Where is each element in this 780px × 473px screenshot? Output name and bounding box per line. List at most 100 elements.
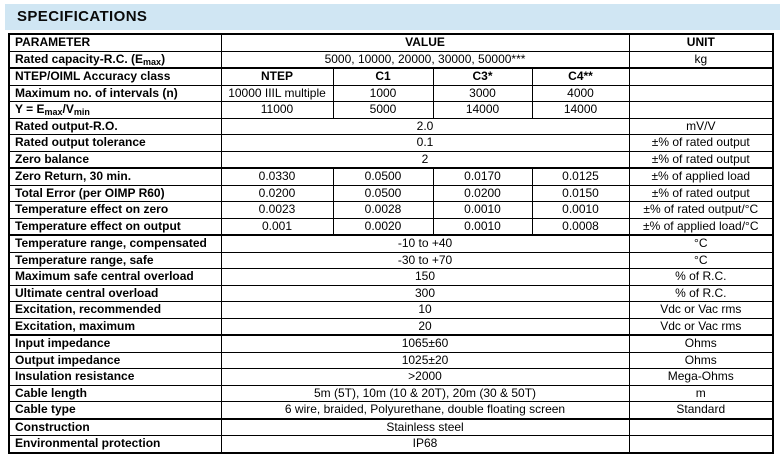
parameter-cell: Insulation resistance (8, 368, 222, 386)
table-header-row: PARAMETER VALUE UNIT (8, 33, 774, 52)
value-cell: 0.0500 (332, 167, 434, 186)
table-row: Maximum safe central overload 150% of R.C… (8, 268, 774, 286)
value-cell: 3000 (432, 84, 533, 102)
value-cell: 2 (220, 150, 630, 169)
value-cell: 2.0 (220, 117, 630, 135)
parameter-cell: Output impedance (8, 351, 222, 369)
value-cell: 1000 (332, 84, 434, 102)
value-cell: 20 (220, 317, 630, 336)
table-row: Environmental protection IP68 (8, 435, 774, 453)
parameter-cell: Temperature effect on zero (8, 201, 222, 219)
value-cell: NTEP (220, 67, 334, 86)
value-cell: C4** (531, 67, 630, 86)
parameter-cell: Zero balance (8, 150, 222, 169)
table-row: Excitation, recommended 10 Vdc or Vac rms (8, 301, 774, 319)
table-row: Zero Return, 30 min. 0.0330 0.0500 0.0170 0.… (8, 167, 774, 186)
value-cell: -10 to +40 (220, 234, 630, 253)
table-row: Temperature effect on zero 0.0023 0.0028 0.… (8, 201, 774, 219)
unit-cell: m (628, 384, 774, 402)
table-row: Insulation resistance >2000 Mega-Ohms (8, 368, 774, 386)
value-cell: 0.0500 (332, 184, 434, 202)
parameter-cell: Construction (8, 417, 222, 436)
unit-cell: % of R.C. (628, 268, 774, 286)
parameter-cell: Temperature effect on output (8, 217, 222, 236)
value-cell: 0.0150 (531, 184, 630, 202)
value-cell: 0.001 (220, 217, 334, 236)
value-cell: 300 (220, 284, 630, 302)
value-cell: 4000 (531, 84, 630, 102)
unit-cell: Standard (628, 401, 774, 419)
parameter-cell: Y = Emax/Vmin (8, 101, 222, 119)
column-header-value: VALUE (220, 33, 630, 52)
value-cell: >2000 (220, 368, 630, 386)
value-cell: -30 to +70 (220, 251, 630, 269)
unit-cell: Vdc or Vac rms (628, 301, 774, 319)
table-row: Y = Emax/Vmin 11000 5000 14000 14000 (8, 101, 774, 119)
parameter-cell: Excitation, maximum (8, 317, 222, 336)
table-row: Total Error (per OIMP R60) 0.0200 0.0500 0.… (8, 184, 774, 202)
table-row: Cable length 5m (5T), 10m (10 & 20T), 20m… (8, 384, 774, 402)
value-cell: 1065±60 (220, 334, 630, 353)
parameter-cell: Excitation, recommended (8, 301, 222, 319)
unit-cell: Ohms (628, 334, 774, 353)
value-cell: 0.0330 (220, 167, 334, 186)
unit-cell (628, 67, 774, 86)
table-row: Ultimate central overload 300% of R.C. (8, 284, 774, 302)
parameter-cell: Rated output-R.O. (8, 117, 222, 135)
value-cell: 0.0023 (220, 201, 334, 219)
table-row: Zero balance 2 ±% of rated output (8, 150, 774, 169)
value-cell: 0.0125 (531, 167, 630, 186)
parameter-cell: NTEP/OIML Accuracy class (8, 67, 222, 86)
unit-cell (628, 435, 774, 453)
table-row: Rated capacity-R.C. (Emax) 5000, 10000, 2… (8, 50, 774, 69)
unit-cell: ±% of rated output (628, 134, 774, 152)
value-cell: 11000 (220, 101, 334, 119)
parameter-cell: Temperature range, compensated (8, 234, 222, 253)
value-cell: Stainless steel (220, 417, 630, 436)
value-cell: 150 (220, 268, 630, 286)
value-cell: 0.0200 (432, 184, 533, 202)
value-cell: 0.0010 (432, 201, 533, 219)
unit-cell: °C (628, 251, 774, 269)
table-row: Cable type 6 wire, braided, Polyurethane,… (8, 401, 774, 419)
table-row: Rated output-R.O. 2.0 mV/V (8, 117, 774, 135)
value-cell: 0.0028 (332, 201, 434, 219)
value-cell: 14000 (432, 101, 533, 119)
column-header-unit: UNIT (628, 33, 774, 52)
unit-cell: Ohms (628, 351, 774, 369)
value-cell: 0.0200 (220, 184, 334, 202)
unit-cell: ±% of rated output (628, 184, 774, 202)
value-cell: C3* (432, 67, 533, 86)
unit-cell (628, 84, 774, 102)
section-title: SPECIFICATIONS (17, 8, 148, 25)
parameter-cell: Cable length (8, 384, 222, 402)
value-cell: 0.0020 (332, 217, 434, 236)
table-row: NTEP/OIML Accuracy class NTEP C1 C3* C4** (8, 67, 774, 86)
parameter-cell: Total Error (per OIMP R60) (8, 184, 222, 202)
table-row: Maximum no. of intervals (n) 10000 IIIL m… (8, 84, 774, 102)
parameter-cell: Cable type (8, 401, 222, 419)
value-cell: 0.0010 (531, 201, 630, 219)
unit-cell: Mega-Ohms (628, 368, 774, 386)
table-row: Temperature range, compensated -10 to +40… (8, 234, 774, 253)
table-row: Temperature range, safe -30 to +70 °C (8, 251, 774, 269)
value-cell: C1 (332, 67, 434, 86)
parameter-cell: Maximum no. of intervals (n) (8, 84, 222, 102)
parameter-cell: Rated output tolerance (8, 134, 222, 152)
table-row: Input impedance 1065±60 Ohms (8, 334, 774, 353)
section-title-bar: SPECIFICATIONS (5, 4, 780, 30)
parameter-cell: Maximum safe central overload (8, 268, 222, 286)
table-row: Output impedance 1025±20 Ohms (8, 351, 774, 369)
value-cell: IP68 (220, 435, 630, 453)
value-cell: 5000, 10000, 20000, 30000, 50000*** (220, 50, 630, 69)
unit-cell: ±% of rated output/°C (628, 201, 774, 219)
table-row: Rated output tolerance 0.1 ±% of rated out… (8, 134, 774, 152)
unit-cell (628, 101, 774, 119)
unit-cell: Vdc or Vac rms (628, 317, 774, 336)
value-cell: 10 (220, 301, 630, 319)
unit-cell: kg (628, 50, 774, 69)
value-cell: 0.1 (220, 134, 630, 152)
table-row: Excitation, maximum 20 Vdc or Vac rms (8, 317, 774, 336)
unit-cell: % of R.C. (628, 284, 774, 302)
value-cell: 6 wire, braided, Polyurethane, double fl… (220, 401, 630, 419)
